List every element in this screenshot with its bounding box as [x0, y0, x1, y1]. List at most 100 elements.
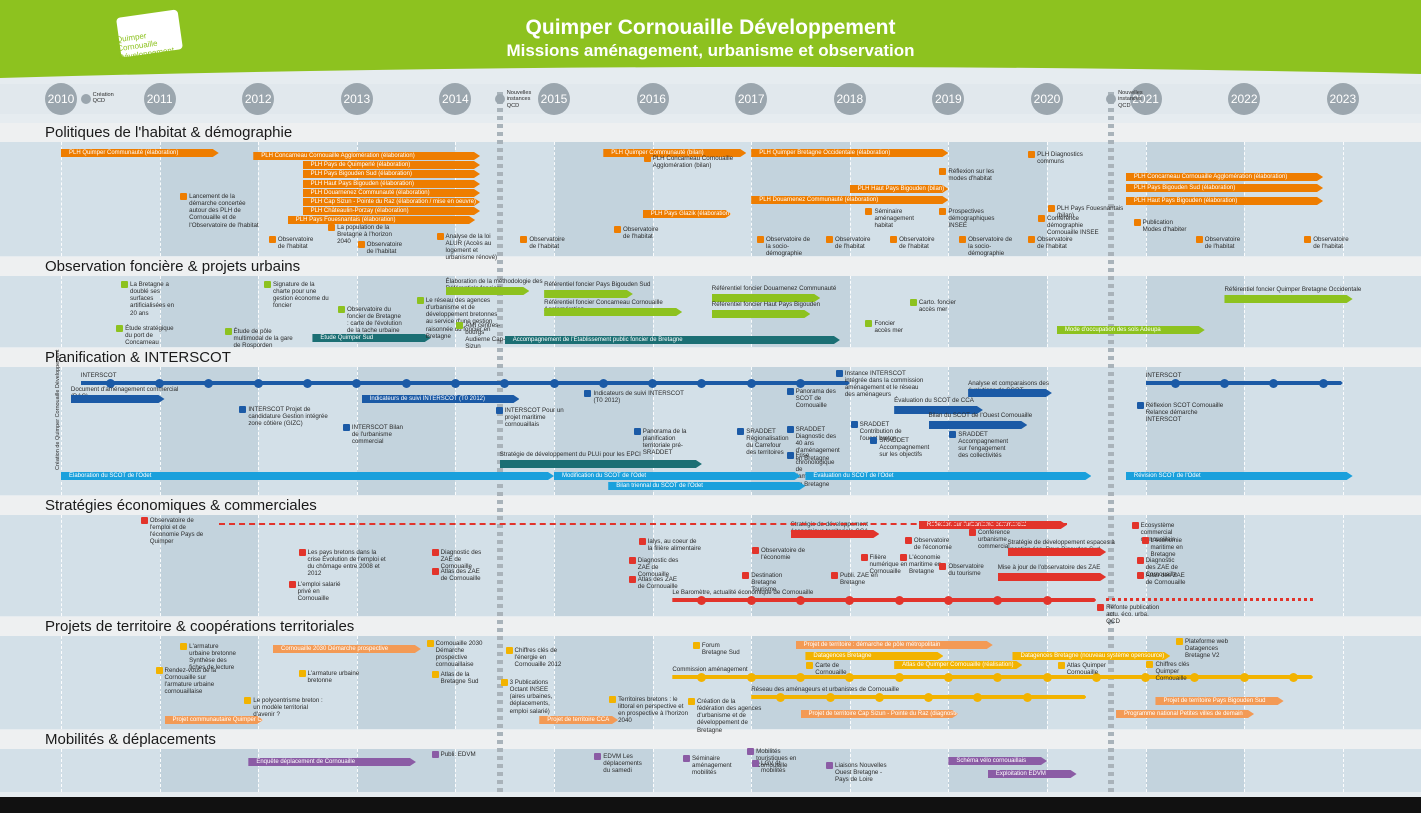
- item-label: Publi. EDVM: [440, 751, 476, 758]
- timeline-dot: [874, 692, 884, 702]
- item-icon: [584, 390, 592, 397]
- year-marker: 2019: [932, 83, 965, 115]
- timeline-bar: [544, 308, 682, 316]
- year-divider: [652, 749, 654, 792]
- year-divider: [1244, 515, 1246, 616]
- item-label: Réseau des aménageurs et urbanistes de C…: [751, 686, 900, 693]
- timeline-bar: [998, 573, 1106, 581]
- year-divider: [849, 367, 851, 495]
- item-label: INTERSCOT: [80, 372, 117, 379]
- year-divider: [455, 749, 457, 792]
- item-label: Foncier accès mer: [874, 320, 903, 335]
- item-icon: [737, 428, 745, 435]
- item-icon: [500, 679, 508, 686]
- timeline-bar: Projet de territoire Cap Sizun - Pointe …: [801, 710, 959, 718]
- item-icon: [520, 236, 528, 243]
- item-label: Réflexion sur les modes d'habitat: [948, 168, 995, 183]
- timeline-bar: PLH Pays Bigouden Sud (élaboration): [303, 170, 480, 178]
- year-strip: [0, 84, 1421, 114]
- item-label: L'économie maritime en Bretagne: [908, 554, 942, 576]
- timeline-dot: [1269, 378, 1279, 388]
- year-column-shade: [159, 749, 259, 792]
- item-icon: [939, 208, 947, 215]
- item-icon: [939, 563, 947, 570]
- milestone-column: [496, 92, 503, 792]
- milestone-label: Création QCD: [92, 92, 114, 105]
- timeline-dot: [1190, 672, 1200, 682]
- year-divider: [948, 142, 950, 256]
- item-icon: [826, 236, 833, 243]
- item-icon: [786, 388, 794, 395]
- item-label: Atlas des ZAE de Cornouaille: [1145, 572, 1186, 587]
- timeline-bar: PLH Pays de Quimperlé (élaboration): [303, 161, 480, 169]
- item-icon: [1141, 537, 1149, 544]
- item-icon: [628, 576, 636, 583]
- item-label: PLH Concarneau Cornouaille Agglomération…: [652, 155, 734, 170]
- item-icon: [643, 155, 651, 162]
- timeline-dot: [993, 672, 1003, 682]
- timeline-bar: Bilan triennal du SCOT de l'Odet: [608, 482, 805, 490]
- year-divider: [1342, 515, 1344, 616]
- timeline-bar: Accompagnement de l'Établissement public…: [505, 336, 840, 344]
- item-label: Les pays bretons dans la crise Évolution…: [307, 549, 386, 578]
- year-divider: [61, 636, 62, 729]
- year-divider: [849, 636, 851, 729]
- timeline-bar: Projet de territoire CCA: [539, 716, 618, 724]
- timeline-bar: [1008, 548, 1107, 556]
- timeline-dot: [825, 692, 835, 702]
- item-label: Publi. ZAE en Bretagne: [839, 572, 878, 587]
- dotted-line: [1106, 598, 1314, 601]
- timeline-bar: Projet de territoire Pays Bigouden Sud: [1155, 697, 1283, 705]
- year-divider: [61, 142, 62, 256]
- item-label: SRADDET Contribution de l'ouest breton: [859, 421, 902, 443]
- item-label: Observatoire de la socio-démographie: [765, 236, 811, 258]
- item-label: La population de la Bretagne à l'horizon…: [337, 224, 392, 246]
- item-icon: [436, 233, 444, 240]
- timeline-bar: Modification du SCOT de l'Odet: [554, 472, 801, 480]
- year-column-shade: [948, 276, 1047, 347]
- item-icon: [638, 538, 646, 545]
- milestone-dot: [80, 94, 91, 104]
- timeline-dot: [648, 378, 658, 388]
- item-label: INTERSCOT Bilan de l'urbanisme commercia…: [351, 424, 403, 446]
- item-icon: [1136, 557, 1144, 564]
- timeline-bar: [712, 310, 811, 318]
- item-label: Étude de pôle multimodal de la gare de R…: [233, 328, 293, 350]
- year-column-shade: [554, 749, 653, 792]
- year-divider: [948, 367, 950, 495]
- timeline-bar: Datagences Bretagne (nouveau système ope…: [1012, 652, 1170, 660]
- year-divider: [652, 142, 654, 256]
- timeline-dot: [598, 378, 608, 388]
- item-icon: [1146, 661, 1154, 668]
- timeline-bar: [71, 395, 165, 403]
- item-label: Territoires bretons : le littoral en per…: [618, 696, 689, 725]
- item-icon: [416, 297, 424, 304]
- milestone-label: Nouvelles instances QCD: [1118, 90, 1143, 109]
- item-icon: [633, 428, 641, 435]
- year-divider: [159, 515, 161, 616]
- item-icon: [614, 226, 622, 233]
- item-icon: [431, 751, 439, 758]
- item-icon: [1028, 236, 1036, 243]
- item-icon: [747, 748, 755, 755]
- year-column-shade: [554, 142, 653, 256]
- year-marker: 2020: [1031, 83, 1063, 115]
- timeline-bar: Étude Quimper Sud: [312, 334, 430, 342]
- year-divider: [455, 636, 457, 729]
- item-icon: [870, 437, 878, 444]
- year-divider: [159, 276, 161, 347]
- item-icon: [959, 236, 967, 243]
- timeline-bar: Exploitation EDVM: [988, 770, 1077, 778]
- item-icon: [683, 755, 691, 762]
- vertical-label: Création de Quimper Cornouaille Développ…: [55, 349, 61, 470]
- item-icon: [1131, 522, 1139, 529]
- timeline-bar: Datagences Bretagne: [805, 652, 943, 660]
- timeline-dot: [1219, 378, 1229, 388]
- timeline-line: [81, 381, 850, 385]
- timeline-bar: PLH Pays Bigouden Sud (élaboration): [1126, 184, 1323, 192]
- year-divider: [554, 636, 555, 729]
- section-title: Projets de territoire & coopérations ter…: [0, 617, 1421, 636]
- item-label: Stratégie de développement du PLUi pour …: [499, 451, 641, 458]
- timeline-dot: [746, 595, 756, 605]
- item-icon: [835, 370, 843, 377]
